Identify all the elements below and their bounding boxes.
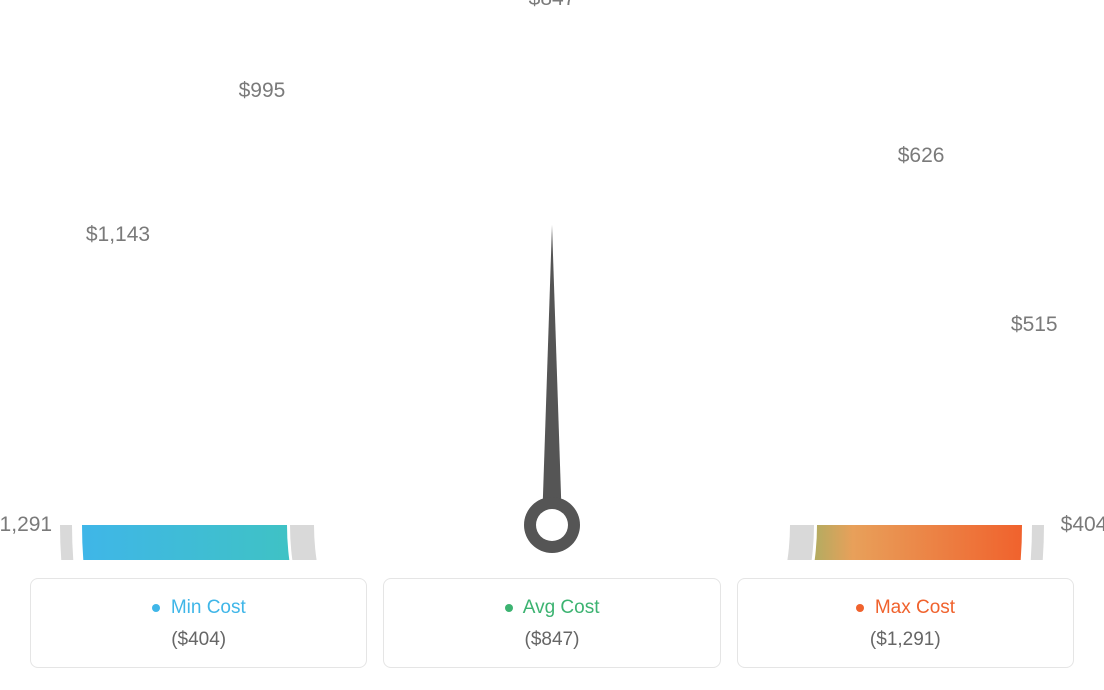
legend-max-value: ($1,291) bbox=[750, 629, 1061, 651]
legend-max: Max Cost ($1,291) bbox=[737, 578, 1074, 668]
gauge-scale-label: $1,143 bbox=[86, 223, 150, 247]
gauge-area: $404 $515 $626 $847 $995 $1,143 $1,291 bbox=[0, 0, 1104, 560]
gauge-scale-label: $626 bbox=[898, 144, 945, 168]
legend-avg-value: ($847) bbox=[396, 629, 707, 651]
gauge-svg bbox=[0, 0, 1104, 560]
dot-icon bbox=[856, 604, 864, 612]
cost-gauge-chart: $404 $515 $626 $847 $995 $1,143 $1,291 Min Cos… bbox=[0, 0, 1104, 690]
gauge-scale-label: $995 bbox=[239, 79, 286, 103]
legend-avg-label: Avg Cost bbox=[523, 597, 600, 618]
legend-max-title: Max Cost bbox=[750, 597, 1061, 619]
legend-min: Min Cost ($404) bbox=[30, 578, 367, 668]
legend-min-value: ($404) bbox=[43, 629, 354, 651]
gauge-scale-label: $515 bbox=[1011, 313, 1058, 337]
gauge-scale-label: $404 bbox=[1061, 513, 1104, 537]
legend-min-label: Min Cost bbox=[171, 597, 246, 618]
gauge-scale-label: $847 bbox=[529, 0, 576, 11]
legend-row: Min Cost ($404) Avg Cost ($847) Max Cost… bbox=[30, 578, 1074, 668]
legend-avg: Avg Cost ($847) bbox=[383, 578, 720, 668]
gauge-scale-label: $1,291 bbox=[0, 513, 52, 537]
dot-icon bbox=[152, 604, 160, 612]
legend-min-title: Min Cost bbox=[43, 597, 354, 619]
dot-icon bbox=[505, 604, 513, 612]
legend-max-label: Max Cost bbox=[875, 597, 955, 618]
legend-avg-title: Avg Cost bbox=[396, 597, 707, 619]
